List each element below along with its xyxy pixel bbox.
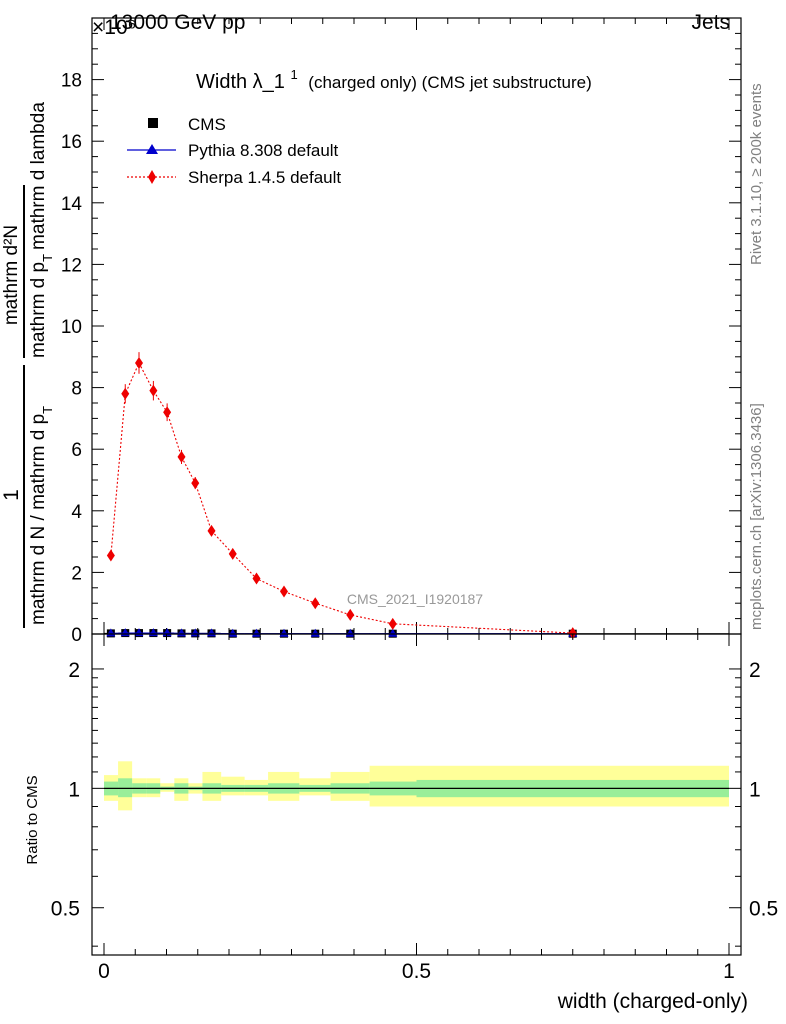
ratio-panel: 0.5 0.5 1 1 2 2 0 0.5 1 Ratio to CMS width (char… xyxy=(24,633,778,1013)
point-sherpa xyxy=(388,617,397,630)
legend: CMS Pythia 8.308 default Sherpa 1.4.5 de… xyxy=(127,115,341,187)
main-frame xyxy=(91,17,742,635)
point-sherpa xyxy=(177,450,186,463)
ratio-axes: 0.5 0.5 1 1 2 2 0 0.5 1 xyxy=(51,633,778,983)
legend-label-sherpa: Sherpa 1.4.5 default xyxy=(188,168,341,187)
ratio-data xyxy=(104,761,729,811)
ylabel-dn-dpt-text: mathrm d N / mathrm d p xyxy=(28,414,49,625)
main-y-tick-label: 16 xyxy=(61,132,82,153)
title-main: Width λ_1 xyxy=(196,71,285,93)
point-sherpa xyxy=(135,356,143,369)
point-pythia xyxy=(228,628,238,637)
point-sherpa xyxy=(191,477,200,490)
main-y-tick-label: 8 xyxy=(71,379,82,400)
xlabel: width (charged-only) xyxy=(557,990,748,1013)
main-y-tick-label: 6 xyxy=(71,440,82,461)
ylabel-dpt-sub: T xyxy=(40,254,55,262)
point-sherpa xyxy=(106,549,115,562)
main-y-tick-label: 18 xyxy=(61,71,82,92)
point-sherpa xyxy=(346,608,355,621)
legend-marker-sherpa xyxy=(148,170,156,184)
point-pythia xyxy=(279,628,289,637)
rivet-label: Rivet 3.1.10, ≥ 200k events xyxy=(748,83,765,265)
point-sherpa xyxy=(568,627,577,640)
main-y-tick-label: 14 xyxy=(61,194,83,215)
ratio-y-tick-label: 0.5 xyxy=(51,898,80,921)
ratio-ylabel: Ratio to CMS xyxy=(24,775,41,864)
point-sherpa xyxy=(252,572,261,585)
main-ylabel: 1 mathrm d N / mathrm d pT mathrm d²N ma… xyxy=(0,102,55,628)
main-y-tick-label: 0 xyxy=(71,625,82,646)
mcplots-label: mcplots.cern.ch [arXiv:1306.3436] xyxy=(748,403,765,630)
ratio-y-tick-label: 1 xyxy=(68,778,80,801)
point-sherpa xyxy=(207,524,216,537)
process-label: Jets xyxy=(691,11,730,34)
ylabel-dlambda-text: mathrm d lambda xyxy=(28,102,49,250)
point-sherpa xyxy=(228,547,237,560)
main-y-tick-label: 12 xyxy=(61,255,82,276)
ylabel-dpt-dlambda: mathrm d pTmathrm d lambda xyxy=(28,102,55,358)
legend-marker-pythia xyxy=(146,144,158,154)
legend-marker-cms xyxy=(148,118,158,128)
collision-label: 13000 GeV pp xyxy=(110,11,245,34)
point-pythia xyxy=(345,628,355,637)
x-tick-label: 1 xyxy=(723,960,735,983)
main-axes: 0 2 4 6 8 10 12 14 16 18 xyxy=(61,17,742,646)
point-pythia xyxy=(310,628,320,637)
main-y-tick-label: 2 xyxy=(71,563,82,584)
ratio-y-tick-label-right: 2 xyxy=(749,659,761,682)
x-tick-label: 0 xyxy=(98,960,110,983)
ratio-band-inner xyxy=(118,778,133,798)
point-sherpa xyxy=(280,585,288,598)
point-pythia xyxy=(252,628,261,637)
legend-label-pythia: Pythia 8.308 default xyxy=(188,141,339,160)
main-panel: 0 2 4 6 8 10 12 14 16 18 Width λ_1 1 (charged onl… xyxy=(0,17,742,646)
point-pythia xyxy=(388,628,398,637)
ylabel-d2n: mathrm d²N xyxy=(1,225,22,325)
ratio-y-tick-label-right: 1 xyxy=(749,778,761,801)
ratio-y-tick-label: 2 xyxy=(68,659,80,682)
x-tick-label: 0.5 xyxy=(402,960,431,983)
main-y-tick-label: 10 xyxy=(61,317,82,338)
ylabel-dn-dpt-sub: T xyxy=(40,406,55,414)
plot-title: Width λ_1 1 (charged only) (CMS jet subs… xyxy=(196,62,592,93)
point-sherpa xyxy=(121,387,130,400)
ylabel-one: 1 xyxy=(0,489,23,501)
series-line-sherpa xyxy=(110,361,573,634)
point-sherpa xyxy=(311,597,320,610)
title-rest: (charged only) (CMS jet substructure) xyxy=(308,73,591,92)
point-sherpa xyxy=(149,384,158,397)
point-sherpa xyxy=(163,406,172,419)
ratio-y-tick-label-right: 0.5 xyxy=(749,898,778,921)
main-y-tick-label: 4 xyxy=(71,502,82,523)
ylabel-dn-dpt: mathrm d N / mathrm d pT xyxy=(28,406,55,625)
analysis-watermark: CMS_2021_I1920187 xyxy=(347,591,483,607)
title-superscript: 1 xyxy=(291,67,298,82)
exponent-label: ×10⁶ xyxy=(92,16,136,39)
legend-label-cms: CMS xyxy=(188,115,226,134)
ylabel-dpt-text: mathrm d p xyxy=(28,262,49,358)
